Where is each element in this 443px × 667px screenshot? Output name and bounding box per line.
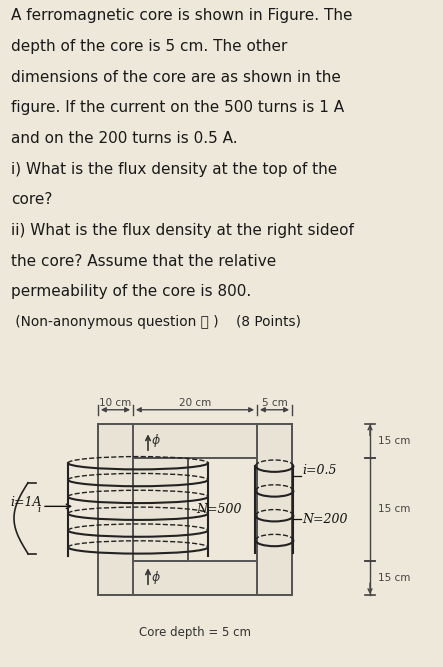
Text: core?: core? [11, 192, 52, 207]
Text: (Non-anonymous question ⓘ )    (8 Points): (Non-anonymous question ⓘ ) (8 Points) [11, 315, 301, 329]
Text: Core depth = 5 cm: Core depth = 5 cm [139, 626, 251, 639]
Text: 5 cm: 5 cm [262, 398, 288, 408]
Text: A ferromagnetic core is shown in Figure. The: A ferromagnetic core is shown in Figure.… [11, 9, 353, 23]
Bar [133, 458, 188, 560]
Text: 20 cm: 20 cm [179, 398, 211, 408]
Text: figure. If the current on the 500 turns is 1 A: figure. If the current on the 500 turns … [11, 100, 344, 115]
Text: depth of the core is 5 cm. The other: depth of the core is 5 cm. The other [11, 39, 288, 54]
Bar [98, 424, 292, 458]
Text: N=200: N=200 [302, 513, 347, 526]
Text: 15 cm: 15 cm [378, 436, 410, 446]
Text: i=0.5: i=0.5 [302, 464, 337, 478]
Text: 15 cm: 15 cm [378, 504, 410, 514]
Text: i=1A: i=1A [10, 496, 42, 509]
Text: the core? Assume that the relative: the core? Assume that the relative [11, 253, 276, 269]
Text: $\phi$: $\phi$ [151, 432, 161, 450]
Text: i) What is the flux density at the top of the: i) What is the flux density at the top o… [11, 161, 337, 177]
Bar [257, 424, 292, 595]
Text: dimensions of the core are as shown in the: dimensions of the core are as shown in t… [11, 70, 341, 85]
Bar [98, 424, 133, 595]
Text: 15 cm: 15 cm [378, 573, 410, 583]
Text: and on the 200 turns is 0.5 A.: and on the 200 turns is 0.5 A. [11, 131, 238, 146]
Text: $\phi$: $\phi$ [151, 570, 161, 586]
Text: ii) What is the flux density at the right sideof: ii) What is the flux density at the righ… [11, 223, 354, 238]
Bar [98, 560, 292, 595]
Text: 10 cm: 10 cm [99, 398, 132, 408]
Text: N=500: N=500 [196, 503, 241, 516]
Text: i: i [38, 505, 41, 514]
Text: permeability of the core is 800.: permeability of the core is 800. [11, 284, 251, 299]
